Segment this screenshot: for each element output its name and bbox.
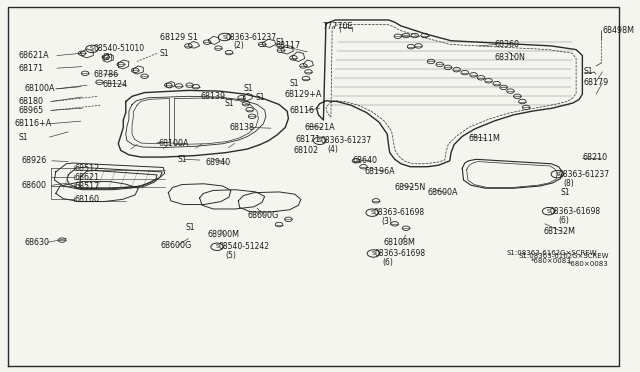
Text: S1: S1 bbox=[584, 67, 593, 76]
Text: 68965: 68965 bbox=[18, 106, 44, 115]
Text: 68512: 68512 bbox=[74, 164, 100, 173]
Text: S1: S1 bbox=[561, 188, 570, 197]
Text: 68900M: 68900M bbox=[207, 230, 239, 240]
Text: (3): (3) bbox=[381, 217, 392, 226]
Text: 08363-61237: 08363-61237 bbox=[226, 32, 277, 42]
Text: 68926: 68926 bbox=[22, 156, 47, 165]
Text: S1: S1 bbox=[186, 223, 195, 232]
Text: 68600: 68600 bbox=[22, 181, 47, 190]
Text: 68600A: 68600A bbox=[428, 188, 458, 197]
Text: 68360: 68360 bbox=[495, 40, 520, 49]
Text: 68621A: 68621A bbox=[305, 123, 335, 132]
Text: 68132M: 68132M bbox=[543, 227, 575, 236]
Text: 77770E: 77770E bbox=[323, 22, 353, 31]
Text: S: S bbox=[556, 171, 559, 177]
Text: 68160: 68160 bbox=[74, 195, 99, 204]
Text: 68310N: 68310N bbox=[495, 52, 525, 61]
Text: S1: S1 bbox=[256, 93, 266, 102]
Text: 08363-61237: 08363-61237 bbox=[321, 136, 372, 145]
Text: 68179: 68179 bbox=[584, 78, 609, 87]
Text: 68600G: 68600G bbox=[248, 211, 279, 220]
Text: 68116+A: 68116+A bbox=[15, 119, 52, 128]
Text: S1: S1 bbox=[159, 49, 169, 58]
Text: 68116: 68116 bbox=[290, 106, 315, 115]
Text: 68925N: 68925N bbox=[395, 183, 426, 192]
Text: 68100A: 68100A bbox=[158, 139, 189, 148]
Text: S1: S1 bbox=[276, 38, 285, 47]
Text: 68640: 68640 bbox=[352, 156, 377, 165]
Text: 68129+A: 68129+A bbox=[285, 90, 322, 99]
Text: (2): (2) bbox=[102, 53, 113, 62]
Text: S1:08363-6162G×SCREW: S1:08363-6162G×SCREW bbox=[506, 250, 596, 256]
Text: 68108M: 68108M bbox=[383, 238, 415, 247]
Text: 68940: 68940 bbox=[206, 158, 231, 167]
Text: (6): (6) bbox=[382, 258, 393, 267]
Text: 08540-51010: 08540-51010 bbox=[93, 44, 145, 53]
Text: 68498M: 68498M bbox=[602, 26, 634, 35]
Text: 68600G: 68600G bbox=[161, 241, 192, 250]
Text: S: S bbox=[317, 138, 322, 143]
Text: 08363-61698: 08363-61698 bbox=[374, 249, 426, 258]
Text: *680×0083: *680×0083 bbox=[568, 261, 609, 267]
Text: S: S bbox=[223, 35, 227, 39]
Text: S1: S1 bbox=[177, 155, 187, 164]
Text: 68210: 68210 bbox=[582, 153, 607, 162]
Text: 68630: 68630 bbox=[24, 238, 49, 247]
Text: 68117: 68117 bbox=[276, 41, 301, 51]
Text: 08540-51242: 08540-51242 bbox=[218, 242, 269, 251]
Text: 08363-61698: 08363-61698 bbox=[550, 207, 601, 216]
Text: (6): (6) bbox=[559, 216, 570, 225]
Text: 68124: 68124 bbox=[102, 80, 127, 89]
Text: 68517: 68517 bbox=[74, 182, 100, 190]
Text: (5): (5) bbox=[226, 251, 237, 260]
Text: S1: S1 bbox=[290, 79, 299, 88]
Text: S: S bbox=[90, 46, 94, 51]
Text: 68129 S1: 68129 S1 bbox=[159, 32, 197, 42]
Text: (8): (8) bbox=[564, 179, 574, 187]
Text: 68621A: 68621A bbox=[18, 51, 49, 60]
Text: (2): (2) bbox=[234, 41, 244, 51]
Text: S1: S1 bbox=[225, 99, 234, 108]
Text: 68180: 68180 bbox=[18, 97, 44, 106]
Text: S: S bbox=[547, 209, 550, 214]
Text: 08363-61237: 08363-61237 bbox=[559, 170, 610, 179]
Text: *680×0083: *680×0083 bbox=[531, 258, 572, 264]
Text: 68171: 68171 bbox=[296, 135, 321, 144]
Text: 68111M: 68111M bbox=[468, 134, 500, 143]
Text: 68171: 68171 bbox=[18, 64, 44, 73]
Text: S: S bbox=[371, 210, 374, 215]
Text: 08363-61698: 08363-61698 bbox=[374, 208, 424, 217]
Text: 68102: 68102 bbox=[293, 146, 319, 155]
Text: S1: S1 bbox=[243, 84, 253, 93]
Text: 68138: 68138 bbox=[230, 123, 255, 132]
Text: S: S bbox=[372, 251, 376, 256]
Text: S1: S1 bbox=[18, 132, 28, 142]
Text: 68621: 68621 bbox=[74, 173, 100, 182]
Text: S1:08363-6162G×SCREW: S1:08363-6162G×SCREW bbox=[518, 253, 609, 259]
Text: 68786: 68786 bbox=[93, 70, 118, 79]
Text: 68100A: 68100A bbox=[24, 84, 55, 93]
Text: (4): (4) bbox=[327, 145, 338, 154]
Text: S: S bbox=[215, 244, 219, 249]
Text: 68196A: 68196A bbox=[365, 167, 396, 176]
Text: 68139: 68139 bbox=[201, 92, 226, 101]
